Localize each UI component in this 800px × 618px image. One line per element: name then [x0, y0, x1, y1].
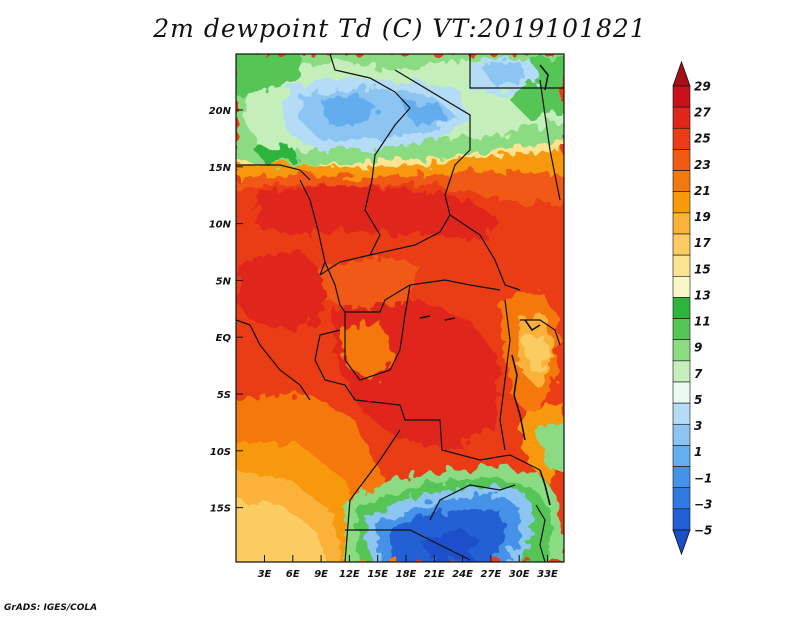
- credit-text: GrADS: IGES/COLA: [4, 603, 98, 613]
- colorbar-segment: [672, 106, 691, 129]
- colorbar-segment: [672, 381, 691, 404]
- colorbar-segment: [672, 318, 691, 341]
- colorbar-segment: [672, 212, 691, 235]
- colorbar-label: 11: [694, 315, 711, 329]
- lat-label: 15N: [209, 163, 232, 174]
- lat-label: 20N: [209, 106, 232, 117]
- lon-label: 30E: [509, 569, 530, 580]
- colorbar-label: 15: [694, 262, 711, 276]
- latitude-axis: 20N 15N 10N 5N EQ 5S 10S 15S: [209, 106, 243, 515]
- colorbar-segment: [672, 233, 691, 256]
- colorbar-label: 5: [694, 393, 702, 407]
- colorbar-segment: [672, 254, 691, 277]
- lat-label: 15S: [210, 504, 231, 515]
- colorbar-label: 1: [694, 445, 702, 459]
- longitude-axis: 3E 6E 9E 12E 15E 18E 21E 24E 27E 30E 33E: [258, 555, 558, 580]
- colorbar-segment: [672, 85, 691, 108]
- dewpoint-field: [236, 54, 564, 562]
- colorbar: 29 27 25 23 21 19 17 15 13 11 9 7 5 3 1 −1 −3 −5: [672, 60, 712, 556]
- lakes: [419, 64, 551, 506]
- lon-label: 18E: [396, 569, 417, 580]
- colorbar-label: −5: [694, 524, 712, 538]
- colorbar-segment: [672, 466, 691, 489]
- colorbar-label: 3: [694, 419, 702, 433]
- colorbar-label: −3: [694, 497, 712, 511]
- colorbar-segment: [672, 127, 691, 150]
- colorbar-label: 29: [694, 80, 711, 94]
- lon-label: 27E: [481, 569, 502, 580]
- colorbar-label: −1: [694, 471, 712, 485]
- lat-label: 5S: [217, 390, 231, 401]
- lon-label: 9E: [314, 569, 328, 580]
- colorbar-label: 25: [694, 132, 711, 146]
- lat-label: 10S: [210, 447, 231, 458]
- colorbar-bottom-arrow: [672, 529, 691, 556]
- colorbar-label: 19: [694, 210, 711, 224]
- colorbar-top-arrow: [672, 60, 691, 87]
- colorbar-segment: [672, 339, 691, 362]
- colorbar-segment: [672, 487, 691, 510]
- colorbar-label: 13: [694, 288, 711, 302]
- colorbar-label: 9: [694, 341, 702, 355]
- colorbar-segment: [672, 508, 691, 531]
- colorbar-segment: [672, 402, 691, 425]
- colorbar-segment: [672, 360, 691, 383]
- colorbar-segment: [672, 423, 691, 446]
- colorbar-label: 21: [694, 184, 711, 198]
- lon-label: 15E: [367, 569, 388, 580]
- colorbar-label: 27: [694, 106, 711, 120]
- colorbar-segment: [672, 149, 691, 171]
- lon-label: 21E: [424, 569, 445, 580]
- lon-label: 12E: [339, 569, 360, 580]
- country-borders: [236, 54, 564, 562]
- lon-label: 6E: [286, 569, 300, 580]
- colorbar-label: 23: [694, 158, 711, 172]
- lat-label: EQ: [216, 333, 232, 344]
- lon-label: 33E: [537, 569, 558, 580]
- lon-label: 24E: [452, 569, 473, 580]
- colorbar-label: 17: [694, 236, 711, 250]
- colorbar-segment: [672, 191, 691, 214]
- colorbar-segment: [672, 170, 691, 193]
- lat-label: 5N: [216, 276, 232, 287]
- colorbar-segment: [672, 297, 691, 319]
- colorbar-segment: [672, 445, 691, 467]
- colorbar-label: 7: [694, 367, 703, 381]
- lon-label: 3E: [258, 569, 272, 580]
- colorbar-segment: [672, 275, 691, 298]
- lat-label: 10N: [209, 220, 232, 231]
- map-frame: [235, 53, 565, 563]
- chart-title: 2m dewpoint Td (C) VT:2019101821: [153, 14, 647, 43]
